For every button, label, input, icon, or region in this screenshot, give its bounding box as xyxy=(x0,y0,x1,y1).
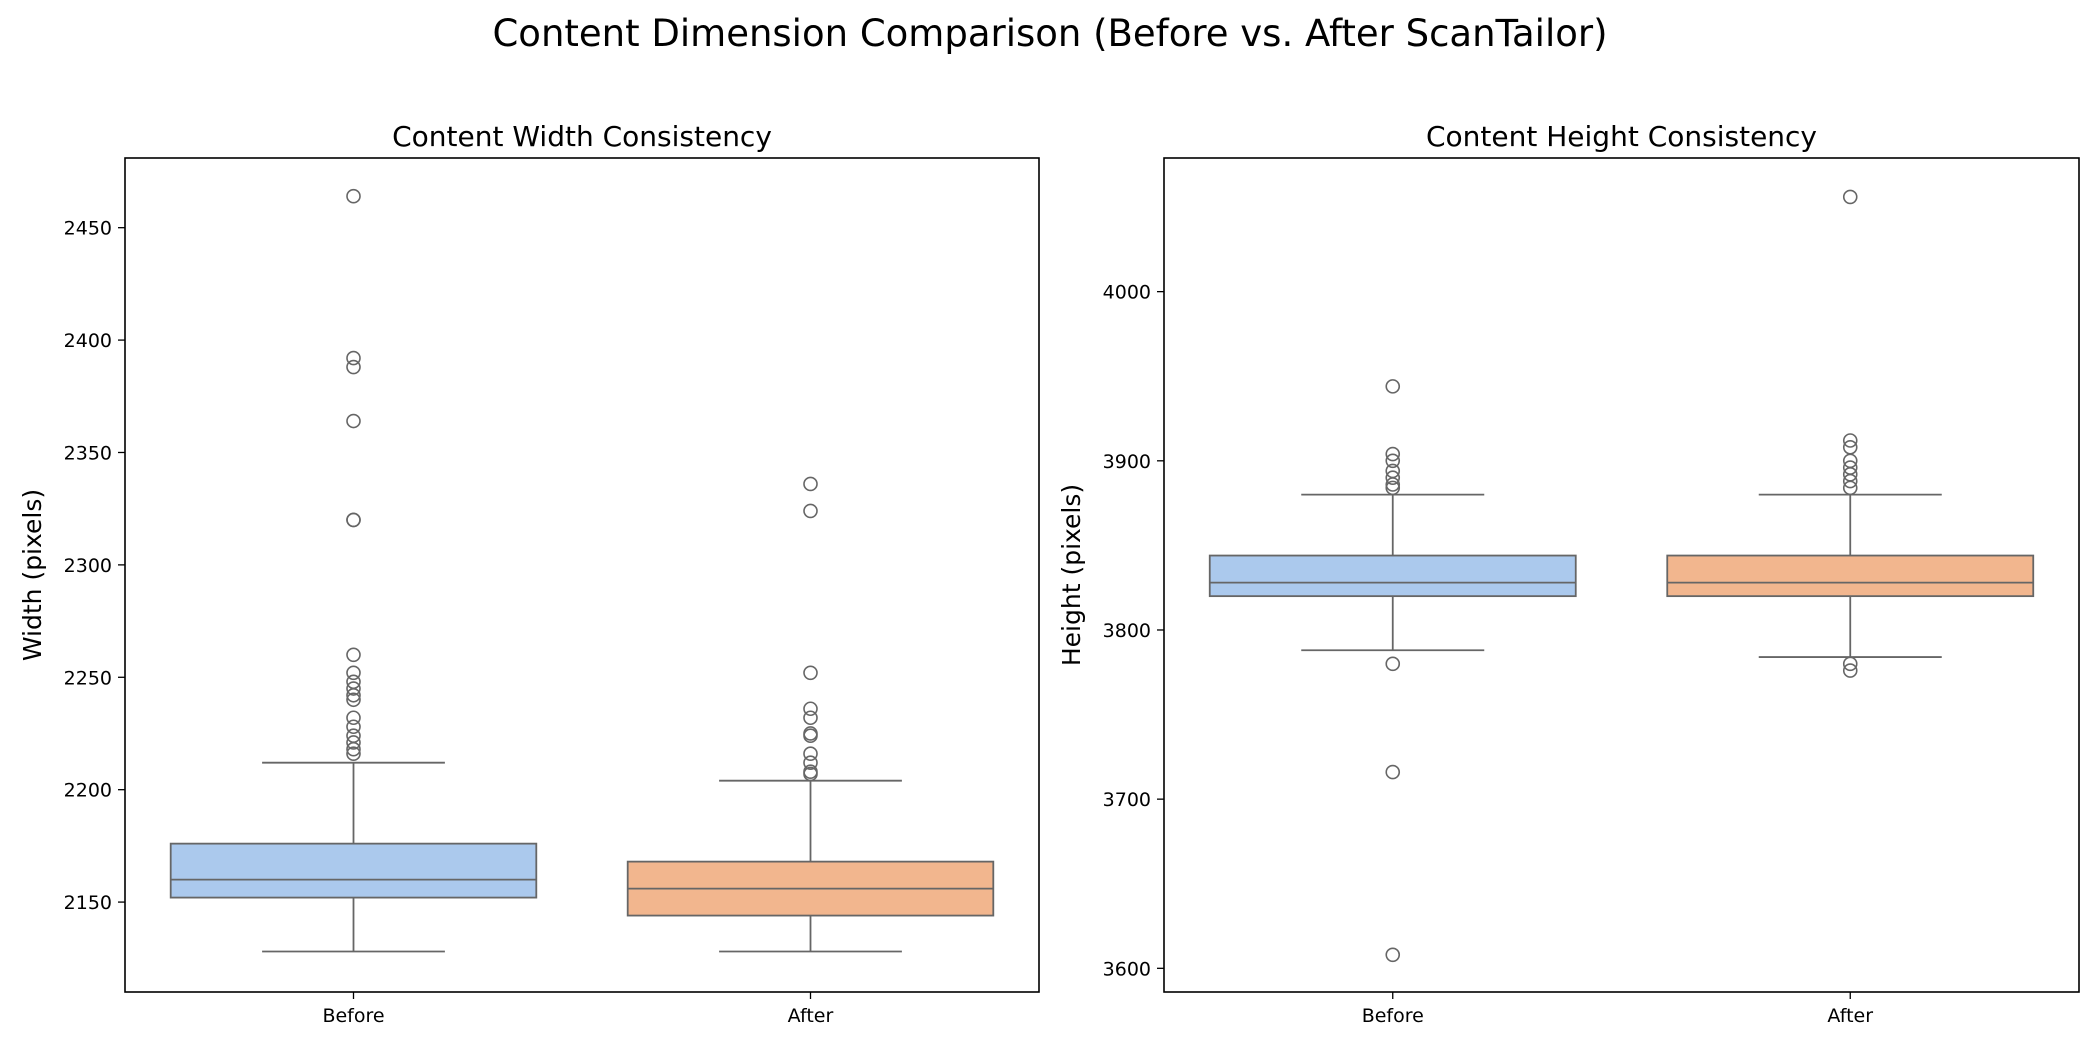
outlier-point xyxy=(803,710,818,726)
y-tick-label: 2450 xyxy=(64,218,112,240)
outlier-point xyxy=(1385,764,1401,780)
outlier-point xyxy=(1842,433,1858,448)
outlier-point xyxy=(1842,460,1858,475)
y-axis-label: Height (pixels) xyxy=(1057,484,1086,666)
box-after xyxy=(1666,189,2035,678)
outlier-point xyxy=(1385,470,1401,486)
outlier-point xyxy=(346,692,361,708)
outlier-point xyxy=(346,674,361,690)
outlier-point xyxy=(346,647,361,663)
outlier-point xyxy=(1385,656,1401,672)
y-tick-label: 3600 xyxy=(1103,958,1151,980)
iqr-box xyxy=(1666,554,2035,598)
panel-title: Content Width Consistency xyxy=(392,120,772,153)
outlier-point xyxy=(1842,189,1858,205)
outlier-point xyxy=(1385,453,1401,469)
outlier-point xyxy=(1385,480,1401,496)
plot-frame xyxy=(124,157,1040,993)
y-tick-label: 2200 xyxy=(64,780,112,802)
x-tick-label: Before xyxy=(1362,1005,1424,1027)
outlier-point xyxy=(346,746,361,762)
outlier-point xyxy=(346,719,361,735)
outlier-point xyxy=(803,503,818,519)
box-before xyxy=(169,188,538,953)
outlier-point xyxy=(346,710,361,726)
outlier-point xyxy=(1385,379,1401,394)
outlier-point xyxy=(803,665,818,681)
y-tick-label: 3700 xyxy=(1103,789,1151,811)
outlier-point xyxy=(346,359,361,375)
y-tick-label: 2400 xyxy=(64,330,112,352)
outlier-point xyxy=(1842,656,1858,672)
outlier-point xyxy=(346,188,361,204)
outlier-point xyxy=(346,413,361,429)
outlier-point xyxy=(346,681,361,696)
outlier-point xyxy=(1385,947,1401,963)
x-tick-label: After xyxy=(1827,1005,1873,1027)
y-tick-label: 3800 xyxy=(1103,620,1151,642)
y-axis-label: Width (pixels) xyxy=(18,489,47,661)
outlier-point xyxy=(803,755,818,771)
outlier-point xyxy=(803,764,818,779)
outlier-point xyxy=(803,476,818,492)
outlier-point xyxy=(346,512,361,528)
outlier-point xyxy=(1842,663,1858,678)
y-tick-label: 4000 xyxy=(1103,282,1151,304)
y-tick-label: 3900 xyxy=(1103,451,1151,473)
panel-2: Content Height Consistency Height (pixels… xyxy=(1057,120,2080,1027)
y-tick-label: 2300 xyxy=(64,555,112,577)
outlier-point xyxy=(346,735,361,750)
outlier-point xyxy=(803,701,818,717)
outlier-point xyxy=(346,350,361,366)
box-before xyxy=(1208,379,1577,963)
y-tick-label: 2150 xyxy=(64,892,112,914)
y-tick-label: 2250 xyxy=(64,667,112,689)
box-after xyxy=(626,476,995,953)
panel-1: Content Width Consistency Width (pixels) 2… xyxy=(18,120,1040,1027)
figure-title: Content Dimension Comparison (Before vs.… xyxy=(492,12,1608,55)
panel-title: Content Height Consistency xyxy=(1426,120,1817,153)
outlier-point xyxy=(346,665,361,681)
y-tick-label: 2350 xyxy=(64,442,112,464)
outlier-point xyxy=(1385,446,1401,462)
x-tick-label: Before xyxy=(322,1005,384,1027)
iqr-box xyxy=(169,842,538,899)
outlier-point xyxy=(346,728,361,744)
outlier-point xyxy=(1842,439,1858,455)
outlier-point xyxy=(1385,463,1401,479)
plot-frame xyxy=(1163,157,2080,993)
outlier-point xyxy=(803,726,818,741)
outlier-point xyxy=(803,746,818,762)
x-tick-label: After xyxy=(788,1005,834,1027)
iqr-box xyxy=(1208,554,1577,598)
